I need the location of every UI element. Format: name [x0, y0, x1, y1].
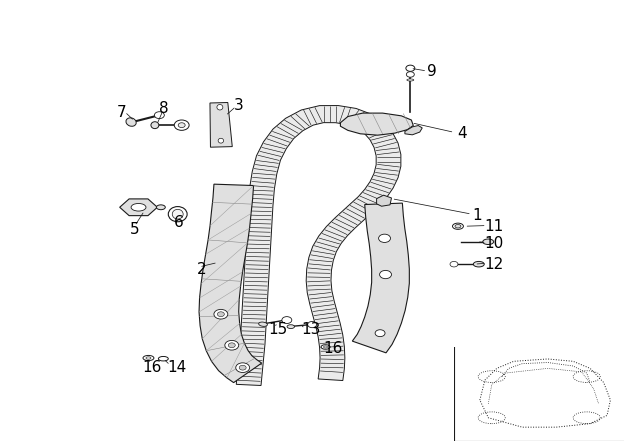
Text: 15: 15 [269, 322, 288, 337]
Circle shape [379, 234, 390, 242]
Ellipse shape [217, 104, 223, 110]
Text: 14: 14 [167, 360, 186, 375]
Ellipse shape [156, 205, 165, 210]
Ellipse shape [218, 138, 223, 143]
Ellipse shape [172, 209, 183, 219]
Polygon shape [120, 199, 157, 215]
Circle shape [380, 271, 392, 279]
Ellipse shape [452, 223, 463, 229]
Text: 8: 8 [159, 101, 168, 116]
Ellipse shape [455, 224, 461, 228]
Text: 1: 1 [472, 208, 482, 224]
Text: 10: 10 [484, 236, 504, 251]
Ellipse shape [168, 207, 187, 222]
Circle shape [178, 123, 185, 128]
Text: 2: 2 [196, 262, 206, 277]
Circle shape [406, 65, 415, 71]
Text: 16: 16 [323, 341, 342, 356]
Polygon shape [352, 203, 410, 353]
Text: 9: 9 [428, 64, 437, 78]
Ellipse shape [143, 355, 154, 361]
Circle shape [282, 317, 292, 323]
Polygon shape [199, 184, 262, 383]
Text: 12: 12 [484, 257, 504, 271]
Circle shape [174, 120, 189, 130]
Ellipse shape [324, 346, 328, 348]
Circle shape [154, 112, 164, 119]
Text: 3: 3 [234, 98, 244, 113]
Text: 6: 6 [174, 215, 184, 230]
Ellipse shape [483, 239, 493, 245]
Text: 7: 7 [116, 105, 126, 120]
Text: 13: 13 [301, 322, 321, 337]
Ellipse shape [158, 357, 168, 361]
Polygon shape [340, 113, 413, 135]
Ellipse shape [474, 262, 484, 267]
Ellipse shape [131, 203, 146, 211]
Polygon shape [236, 106, 401, 385]
Text: 16: 16 [142, 360, 162, 375]
Ellipse shape [146, 357, 151, 359]
Circle shape [308, 322, 317, 327]
Circle shape [225, 340, 239, 350]
Polygon shape [405, 125, 422, 135]
Ellipse shape [259, 322, 268, 326]
Polygon shape [376, 195, 392, 206]
Polygon shape [210, 103, 232, 147]
Circle shape [450, 262, 458, 267]
Ellipse shape [287, 325, 294, 328]
Ellipse shape [126, 118, 136, 126]
Circle shape [228, 343, 236, 348]
Ellipse shape [151, 122, 159, 129]
Text: 11: 11 [484, 219, 504, 234]
Text: 5: 5 [130, 222, 140, 237]
Ellipse shape [407, 79, 414, 81]
Circle shape [239, 365, 246, 370]
Circle shape [236, 363, 250, 372]
Circle shape [214, 310, 228, 319]
Circle shape [375, 330, 385, 336]
Ellipse shape [321, 345, 330, 349]
Text: 4: 4 [457, 125, 467, 141]
Circle shape [406, 72, 414, 77]
Circle shape [218, 312, 225, 317]
